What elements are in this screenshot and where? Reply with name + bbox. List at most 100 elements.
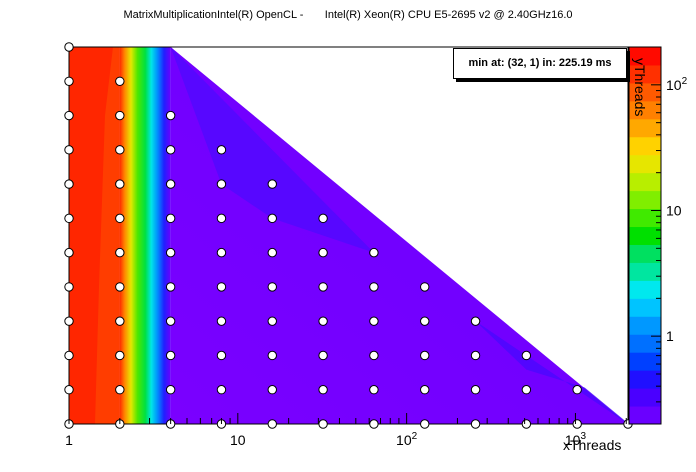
colorbar-cell — [629, 47, 661, 66]
heatmap-low-region — [170, 47, 629, 424]
colorbar-cell — [629, 370, 661, 389]
sample-point — [420, 419, 430, 429]
sample-point — [369, 282, 379, 292]
sample-point — [165, 110, 176, 121]
sample-point — [165, 350, 176, 361]
sample-point — [115, 350, 125, 361]
sample-point — [165, 213, 176, 224]
sample-point — [216, 385, 227, 395]
sample-point — [216, 213, 227, 224]
sample-point — [115, 247, 125, 258]
colorbar-frame — [628, 46, 662, 425]
sample-point — [521, 419, 532, 429]
sample-point — [369, 419, 379, 429]
sample-point — [267, 247, 277, 258]
sample-point — [267, 350, 277, 361]
sample-point — [165, 145, 176, 155]
colorbar-cell — [629, 280, 661, 299]
sample-point — [115, 145, 125, 155]
sample-point — [64, 316, 74, 326]
sample-point — [64, 110, 74, 121]
min-annotation-box: min at: (32, 1) in: 225.19 ms — [453, 48, 627, 79]
x-tick-label: 1 — [65, 432, 73, 448]
sample-point — [318, 247, 328, 258]
sample-point — [64, 145, 74, 155]
colorbar-cell — [629, 136, 661, 156]
colorbar-tick-label: 10 — [666, 202, 682, 218]
sample-point — [267, 282, 277, 292]
sample-point — [165, 316, 176, 326]
colorbar-tick-label: 1 — [666, 328, 674, 344]
sample-point — [470, 350, 481, 361]
sample-point — [267, 385, 277, 395]
colorbar-cell — [629, 352, 661, 371]
sample-point — [420, 350, 430, 361]
sample-point — [318, 419, 328, 429]
sample-point — [470, 316, 481, 326]
sample-point — [216, 350, 227, 361]
heatmap-band — [475, 321, 628, 424]
sample-point — [115, 110, 125, 121]
colorbar-cell — [629, 154, 661, 174]
colorbar-cell — [629, 100, 661, 120]
sample-point — [420, 282, 430, 292]
sample-point — [318, 350, 328, 361]
x-tick-label: 10 — [230, 432, 246, 448]
sample-point — [64, 76, 74, 86]
sample-point — [267, 316, 277, 326]
sample-point — [64, 213, 74, 224]
sample-point — [267, 213, 277, 224]
sample-point — [572, 385, 582, 395]
colorbar-cell — [629, 244, 661, 263]
sample-point — [267, 179, 277, 189]
colorbar-cell — [629, 298, 661, 317]
sample-point — [470, 385, 481, 395]
colorbar-cell — [629, 334, 661, 353]
sample-point — [165, 247, 176, 258]
colorbar-cell — [629, 172, 661, 192]
sample-point — [115, 179, 125, 189]
sample-point — [115, 316, 125, 326]
colorbar-tick-label: 102 — [666, 76, 688, 93]
sample-point — [64, 179, 74, 189]
heatmap-transition-band — [119, 47, 171, 424]
y-axis-label: yThreads — [632, 58, 648, 117]
sample-point — [115, 213, 125, 224]
sample-point — [216, 282, 227, 292]
sample-point — [470, 419, 481, 429]
heatmap-band — [170, 47, 374, 253]
sample-point — [165, 385, 176, 395]
chart-title: MatrixMultiplicationIntel(R) OpenCL - In… — [123, 9, 573, 21]
heatmap-band — [95, 47, 120, 424]
colorbar-cell — [629, 190, 661, 210]
sample-point — [420, 385, 430, 395]
empty-region — [170, 46, 630, 424]
sample-point — [318, 282, 328, 292]
sample-point — [521, 385, 532, 395]
sample-point — [369, 350, 379, 361]
sample-point — [115, 76, 125, 86]
sample-point — [165, 179, 176, 189]
plot-frame — [68, 46, 629, 425]
sample-point — [369, 316, 379, 326]
colorbar-cell — [629, 406, 661, 425]
sample-point — [318, 316, 328, 326]
sample-point — [521, 350, 532, 361]
colorbar-cell — [629, 82, 661, 102]
sample-point — [64, 282, 74, 292]
sample-point — [115, 385, 125, 395]
sample-point — [216, 247, 227, 258]
sample-point — [369, 385, 379, 395]
sample-point — [318, 385, 328, 395]
sample-point — [420, 316, 430, 326]
x-axis-label: xThreads — [563, 437, 622, 453]
colorbar-cell — [629, 64, 661, 84]
sample-point — [64, 247, 74, 258]
x-tick-label: 102 — [396, 431, 418, 448]
sample-point — [64, 42, 74, 52]
sample-point — [572, 419, 582, 429]
colorbar-cell — [629, 208, 661, 228]
colorbar-cell — [629, 316, 661, 335]
sample-point — [64, 350, 74, 361]
